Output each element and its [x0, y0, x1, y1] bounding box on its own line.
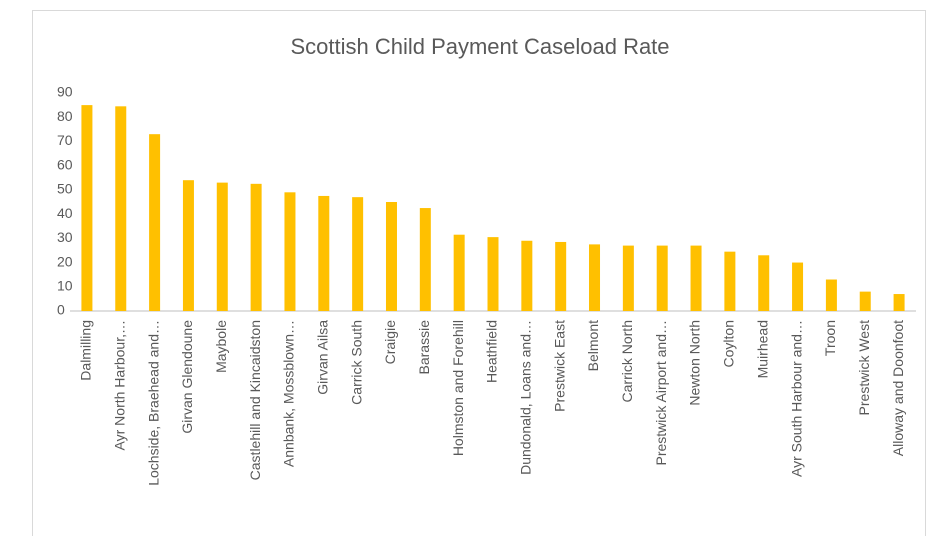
- bar: [419, 208, 431, 311]
- bar: [859, 291, 871, 311]
- y-tick-label: 20: [57, 253, 73, 269]
- y-tick-label: 40: [57, 205, 73, 221]
- x-tick-label: Craigie: [382, 320, 398, 365]
- y-tick-label: 10: [57, 277, 73, 293]
- x-tick-label: Carrick North: [619, 320, 635, 402]
- bar: [690, 245, 702, 311]
- x-tick-label: Belmont: [585, 320, 601, 371]
- y-tick-label: 50: [57, 181, 73, 197]
- x-tick-label: Dundonald, Loans and…: [518, 320, 534, 475]
- bar: [115, 106, 127, 311]
- bar: [453, 234, 465, 311]
- x-tick-label: Prestwick Airport and…: [653, 320, 669, 466]
- bar: [318, 195, 330, 311]
- x-tick-label: Newton North: [687, 320, 703, 406]
- y-tick-label: 70: [57, 132, 73, 148]
- bar: [216, 182, 228, 311]
- x-tick-label: Prestwick East: [551, 320, 567, 412]
- bar: [656, 245, 668, 311]
- x-tick-label: Dalmilling: [78, 320, 94, 381]
- bar: [149, 134, 161, 311]
- x-tick-label: Coylton: [721, 320, 737, 367]
- x-tick-label: Ayr North Harbour,…: [111, 320, 127, 450]
- bar: [284, 192, 296, 311]
- x-tick-label: Holmston and Forehill: [450, 320, 466, 456]
- x-tick-label: Alloway and Doonfoot: [890, 320, 906, 456]
- y-tick-label: 90: [57, 84, 73, 100]
- x-tick-label: Ayr South Harbour and…: [788, 320, 804, 477]
- x-tick-label: Castlehill and Kincaidston: [247, 320, 263, 480]
- bar: [758, 255, 770, 311]
- y-tick-label: 30: [57, 229, 73, 245]
- y-tick-label: 60: [57, 156, 73, 172]
- bar: [352, 197, 364, 311]
- bar: [182, 180, 194, 311]
- x-tick-label: Maybole: [213, 320, 229, 373]
- bar: [521, 240, 533, 311]
- x-tick-label: Girvan Ailsa: [315, 320, 331, 395]
- x-tick-label: Girvan Glendoune: [179, 320, 195, 434]
- x-tick-label: Barassie: [416, 320, 432, 375]
- bar: [825, 279, 837, 311]
- x-tick-label: Carrick South: [348, 320, 364, 405]
- x-tick-label: Heathfield: [484, 320, 500, 383]
- y-tick-label: 0: [57, 302, 65, 318]
- bar: [81, 105, 93, 311]
- bar: [487, 237, 499, 311]
- bar: [622, 245, 634, 311]
- bar: [555, 241, 567, 311]
- x-tick-label: Annbank, Mossblown…: [281, 320, 297, 467]
- x-tick-label: Muirhead: [754, 320, 770, 378]
- x-tick-label: Prestwick West: [856, 320, 872, 416]
- chart-title: Scottish Child Payment Caseload Rate: [290, 34, 669, 59]
- chart-border: [32, 10, 926, 536]
- bar: [250, 183, 262, 311]
- bar: [385, 202, 397, 311]
- bar: [724, 251, 736, 311]
- bar: [893, 294, 905, 311]
- y-tick-label: 80: [57, 108, 73, 124]
- x-tick-label: Lochside, Braehead and…: [145, 320, 161, 486]
- x-tick-label: Troon: [822, 320, 838, 356]
- bar: [792, 262, 804, 311]
- bar: [589, 244, 601, 311]
